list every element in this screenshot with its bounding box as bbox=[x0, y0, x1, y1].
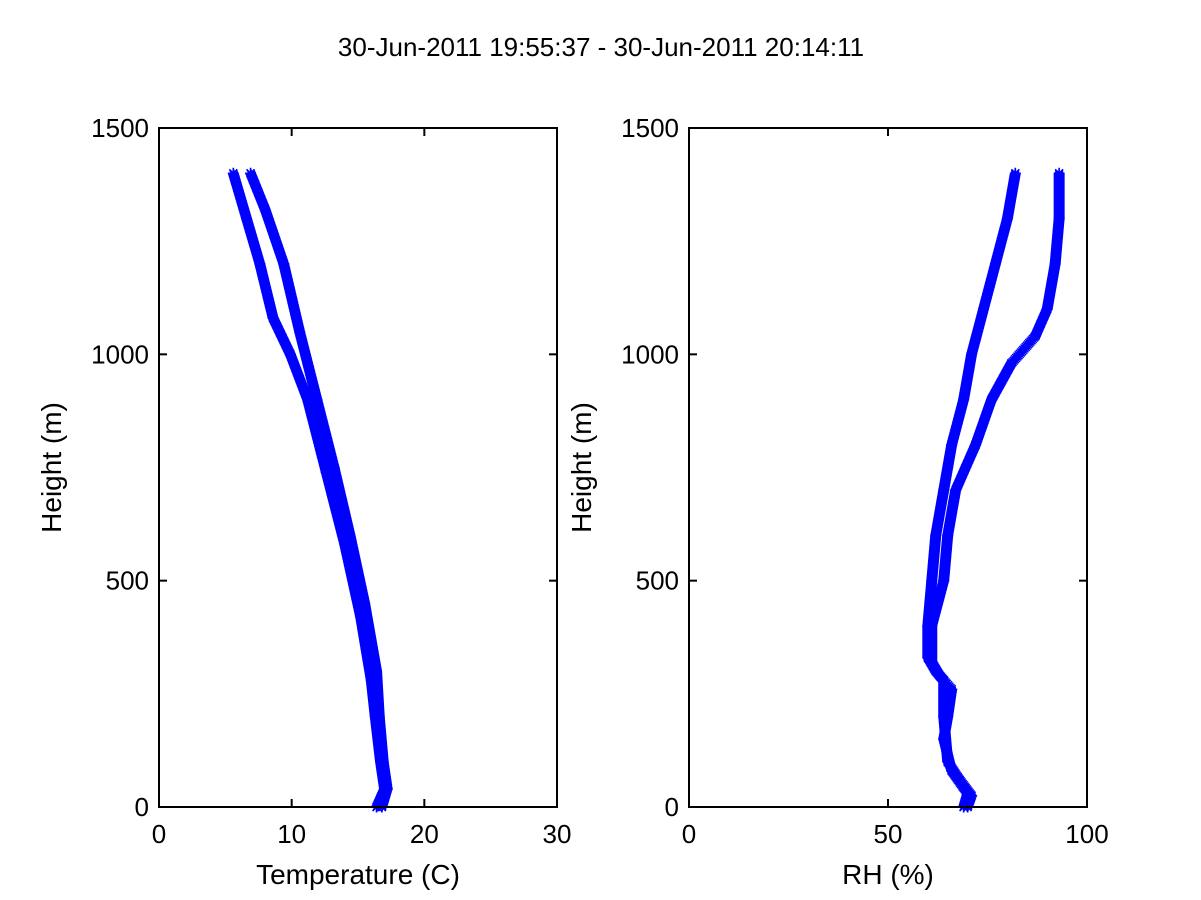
temperature-x-tick-label: 0 bbox=[152, 819, 166, 849]
temperature-data-point bbox=[245, 167, 257, 179]
temperature-axes-frame bbox=[158, 127, 558, 808]
rh-data-point bbox=[938, 733, 950, 745]
rh-data-point bbox=[926, 575, 938, 587]
temperature-data-point bbox=[284, 348, 296, 360]
rh-data-point bbox=[946, 439, 958, 451]
rh-data-point bbox=[1049, 258, 1061, 270]
rh-data-point bbox=[1053, 213, 1065, 225]
temperature-data-point bbox=[254, 258, 266, 270]
rh-data-point bbox=[978, 303, 990, 315]
temperature-data-point bbox=[369, 710, 381, 722]
temperature-y-tick-label: 1000 bbox=[91, 339, 149, 369]
temperature-data-point bbox=[278, 258, 290, 270]
temperature-data-point bbox=[365, 674, 377, 686]
rh-data-point bbox=[934, 670, 946, 682]
rh-data-point bbox=[989, 258, 1001, 270]
temperature-data-point bbox=[320, 466, 332, 478]
temperature-ticks: 0 10 20 30 0 500 1000 1500 bbox=[91, 113, 571, 849]
temperature-data-point bbox=[259, 203, 271, 215]
rh-data-point bbox=[926, 656, 938, 668]
rh-data-point bbox=[966, 348, 978, 360]
rh-data-point bbox=[985, 394, 997, 406]
rh-data-point bbox=[938, 575, 950, 587]
rh-y-tick-label: 1500 bbox=[621, 113, 679, 143]
temperature-data-point bbox=[379, 783, 391, 795]
figure-title: 30-Jun-2011 19:55:37 - 30-Jun-2011 20:14… bbox=[338, 32, 864, 62]
temperature-data-point bbox=[311, 394, 323, 406]
rh-y-tick-label: 1000 bbox=[621, 339, 679, 369]
temperature-x-tick-label: 10 bbox=[277, 819, 306, 849]
temperature-data-point bbox=[241, 213, 253, 225]
rh-data-point bbox=[1001, 213, 1013, 225]
temperature-data-point bbox=[302, 394, 314, 406]
temperature-data-point bbox=[339, 538, 351, 550]
rh-data-point bbox=[942, 710, 954, 722]
rh-data-point bbox=[946, 765, 958, 777]
temperature-data-point bbox=[344, 529, 356, 541]
temperature-y-tick-label: 1500 bbox=[91, 113, 149, 143]
temperature-x-tick-label: 20 bbox=[410, 819, 439, 849]
temperature-data-point bbox=[371, 665, 383, 677]
rh-y-tick-label: 500 bbox=[636, 566, 679, 596]
rh-data-point bbox=[926, 620, 938, 632]
rh-data-point bbox=[1029, 330, 1041, 342]
rh-y-axis-label: Height (m) bbox=[566, 402, 597, 533]
rh-data-point bbox=[930, 529, 942, 541]
temperature-y-axis-label: Height (m) bbox=[36, 402, 67, 533]
rh-x-tick-label: 100 bbox=[1065, 819, 1108, 849]
rh-y-tick-label: 0 bbox=[665, 792, 679, 822]
temperature-data-point bbox=[294, 326, 306, 338]
temperature-data-point bbox=[375, 756, 387, 768]
rh-data-point bbox=[1005, 357, 1017, 369]
rh-data-point bbox=[1009, 167, 1021, 179]
temperature-data-point bbox=[227, 167, 239, 179]
temperature-panel: 0 10 20 30 0 500 1000 1500 Temperature (C) Heig… bbox=[36, 113, 571, 890]
temperature-series-marks bbox=[227, 167, 393, 813]
temperature-data-point bbox=[267, 312, 279, 324]
temperature-y-tick-label: 0 bbox=[135, 792, 149, 822]
rh-data-point bbox=[942, 529, 954, 541]
rh-data-point bbox=[1041, 303, 1053, 315]
rh-data-point bbox=[950, 484, 962, 496]
temperature-data-point bbox=[355, 611, 367, 623]
rh-x-tick-label: 0 bbox=[682, 819, 696, 849]
temperature-data-point bbox=[328, 462, 340, 473]
rh-x-tick-label: 50 bbox=[874, 819, 903, 849]
rh-data-point bbox=[970, 439, 982, 451]
rh-x-axis-label: RH (%) bbox=[842, 859, 934, 890]
rh-data-point bbox=[1053, 167, 1065, 179]
rh-data-point bbox=[962, 787, 974, 799]
rh-data-point bbox=[946, 683, 958, 695]
temperature-x-axis-label: Temperature (C) bbox=[256, 859, 460, 890]
temperature-x-tick-label: 30 bbox=[543, 819, 572, 849]
temperature-data-point bbox=[359, 597, 371, 609]
rh-data-point bbox=[958, 394, 970, 406]
rh-data-point bbox=[938, 484, 950, 496]
temperature-y-tick-label: 500 bbox=[106, 566, 149, 596]
